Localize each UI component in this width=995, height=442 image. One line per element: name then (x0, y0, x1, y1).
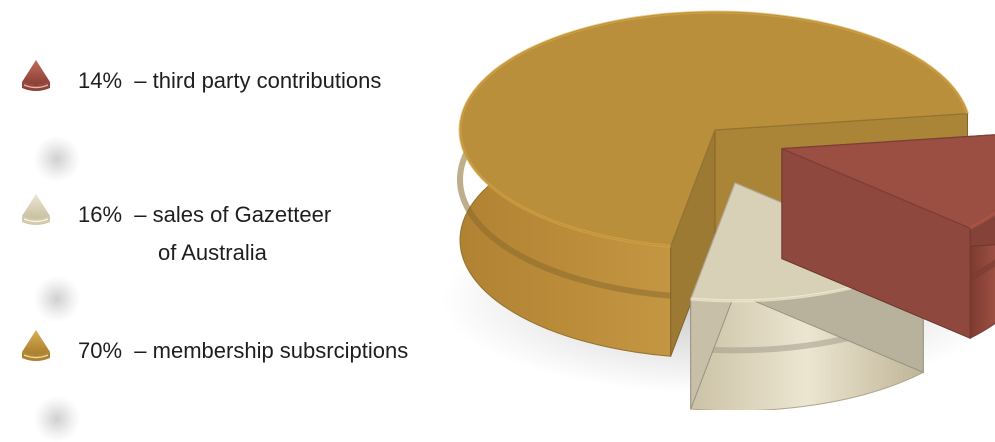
legend-shadow-dot (34, 396, 80, 442)
legend-label-gazetteer: 16% – sales of Gazetteer of Australia (78, 202, 332, 265)
legend-shadow-dot (34, 136, 80, 182)
legend-item-gazetteer: 16% – sales of Gazetteer of Australia (14, 194, 332, 272)
gold-wedge-icon (22, 330, 50, 361)
pie-chart (430, 0, 995, 412)
legend-label-third-party: 14% – third party contributions (78, 68, 382, 93)
pie-slice-rim (968, 259, 995, 281)
legend-label-membership: 70% – membership subsrciptions (78, 338, 409, 363)
pie-slice-highlight (458, 10, 969, 248)
chart-legend: 14% – third party contributions 16% – sa… (0, 0, 480, 442)
legend-item-membership: 70% – membership subsrciptions (14, 330, 409, 370)
pie-slice-highlight (969, 211, 995, 230)
cream-wedge-icon (22, 194, 50, 225)
legend-shadow-dot (34, 276, 80, 322)
legend-item-third-party: 14% – third party contributions (14, 60, 382, 100)
red-wedge-icon (22, 60, 50, 91)
pie-chart-svg (440, 10, 995, 412)
